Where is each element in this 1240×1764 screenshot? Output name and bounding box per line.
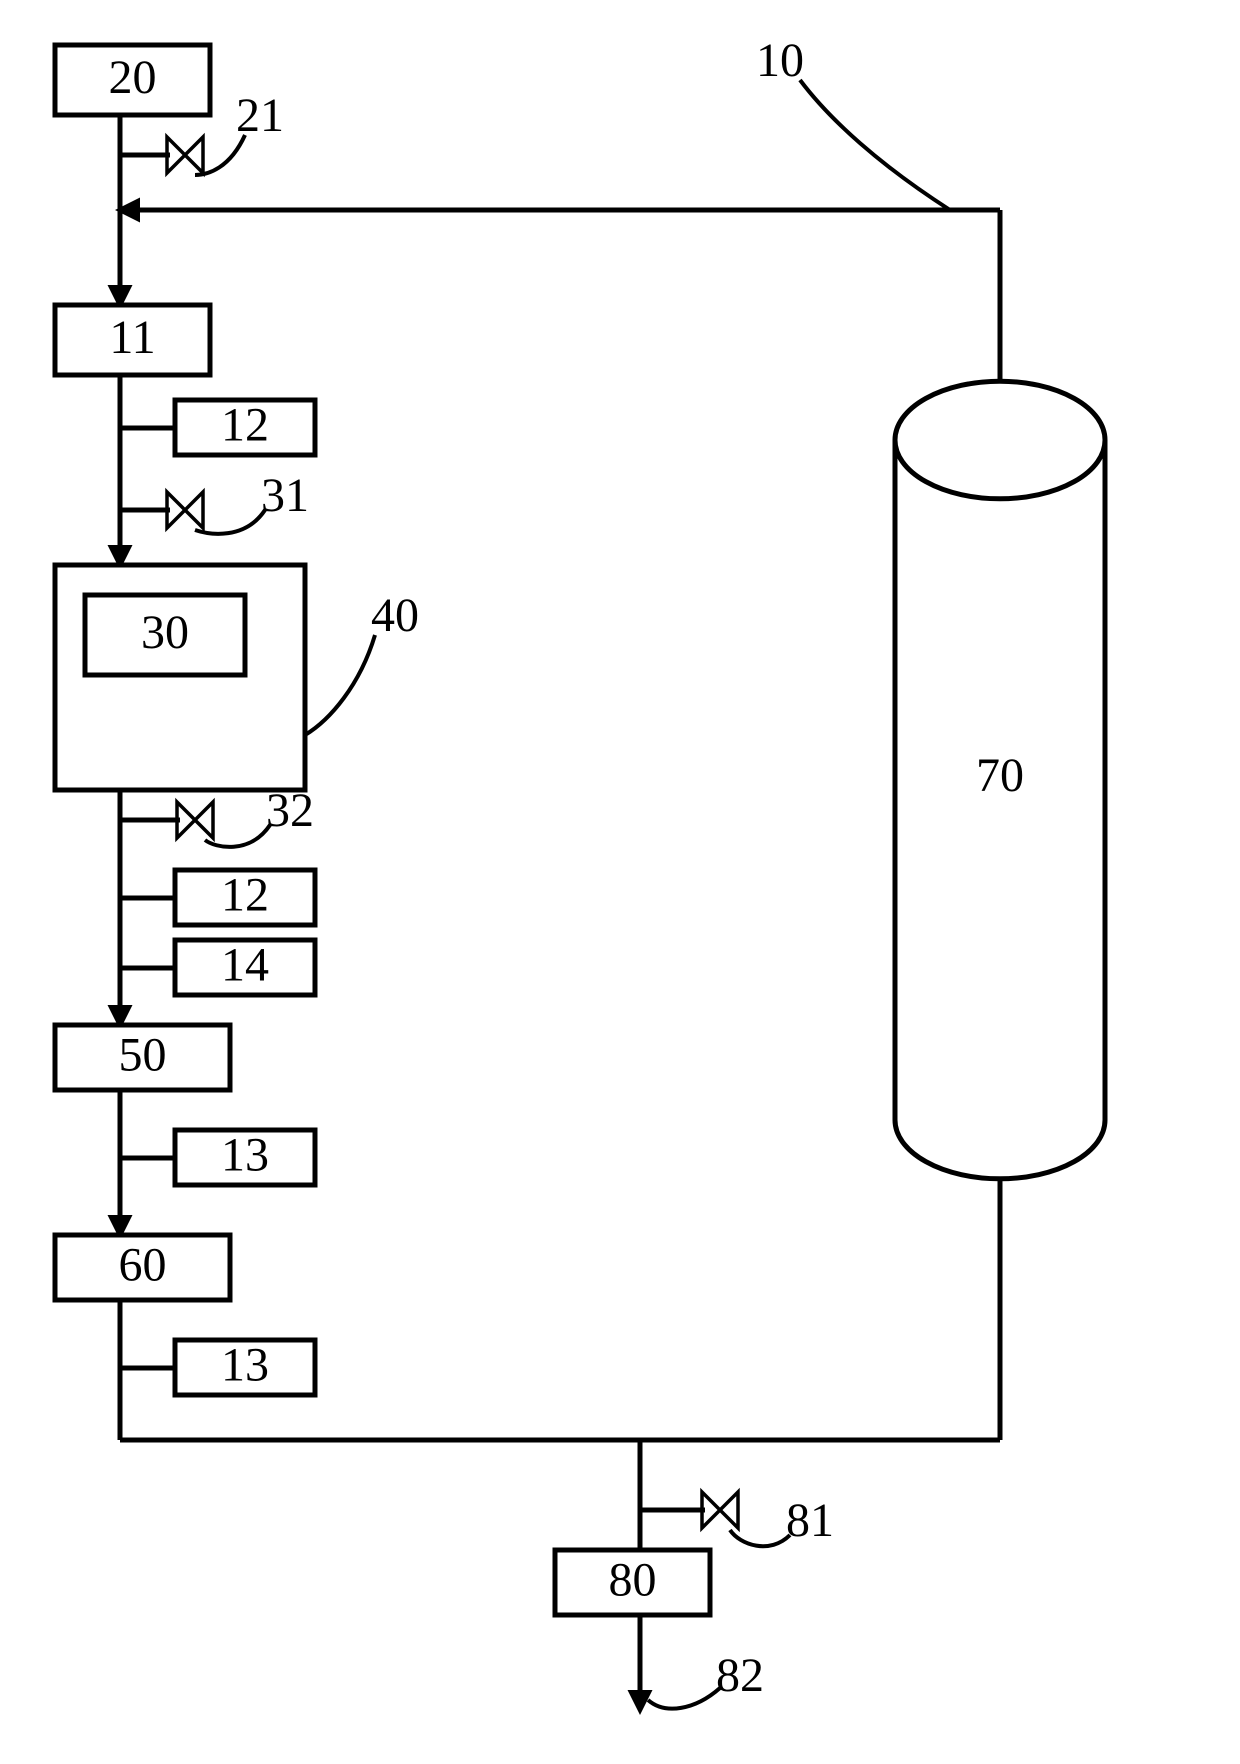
node-box14: 14 — [175, 939, 315, 995]
callout-label-l31: 31 — [261, 469, 309, 522]
node-box50: 50 — [55, 1025, 230, 1090]
label-tank70: 70 — [976, 749, 1024, 802]
label-box11: 11 — [109, 311, 155, 364]
callout-label-l81: 81 — [786, 1494, 834, 1547]
callout-label-l21: 21 — [236, 89, 284, 142]
node-box80: 80 — [555, 1550, 710, 1615]
callout-label-l10: 10 — [756, 34, 804, 87]
label-box12a: 12 — [221, 399, 269, 452]
node-box30: 30 — [85, 595, 245, 675]
valve-v21 — [167, 137, 203, 173]
node-box12a: 12 — [175, 399, 315, 455]
label-box14: 14 — [221, 939, 269, 992]
node-tank70: 70 — [895, 381, 1105, 1179]
callout-c40 — [305, 635, 375, 735]
label-box13a: 13 — [221, 1129, 269, 1182]
callout-label-l40: 40 — [371, 589, 419, 642]
callout-c31 — [195, 510, 265, 534]
node-box60: 60 — [55, 1235, 230, 1300]
valve-v32 — [177, 802, 213, 838]
valve-v31 — [167, 492, 203, 528]
label-box50: 50 — [119, 1029, 167, 1082]
label-box20: 20 — [109, 51, 157, 104]
callout-c81 — [730, 1530, 790, 1546]
callout-label-l32: 32 — [266, 784, 314, 837]
node-box11: 11 — [55, 305, 210, 375]
callout-c10 — [800, 80, 950, 210]
label-box13b: 13 — [221, 1339, 269, 1392]
callout-c82 — [648, 1688, 720, 1709]
node-box20: 20 — [55, 45, 210, 115]
label-box12b: 12 — [221, 869, 269, 922]
node-box12b: 12 — [175, 869, 315, 925]
callout-label-l82: 82 — [716, 1649, 764, 1702]
node-box13b: 13 — [175, 1339, 315, 1395]
valve-v81 — [702, 1492, 738, 1528]
node-box13a: 13 — [175, 1129, 315, 1185]
label-box30: 30 — [141, 606, 189, 659]
label-box80: 80 — [609, 1554, 657, 1607]
label-box60: 60 — [119, 1239, 167, 1292]
